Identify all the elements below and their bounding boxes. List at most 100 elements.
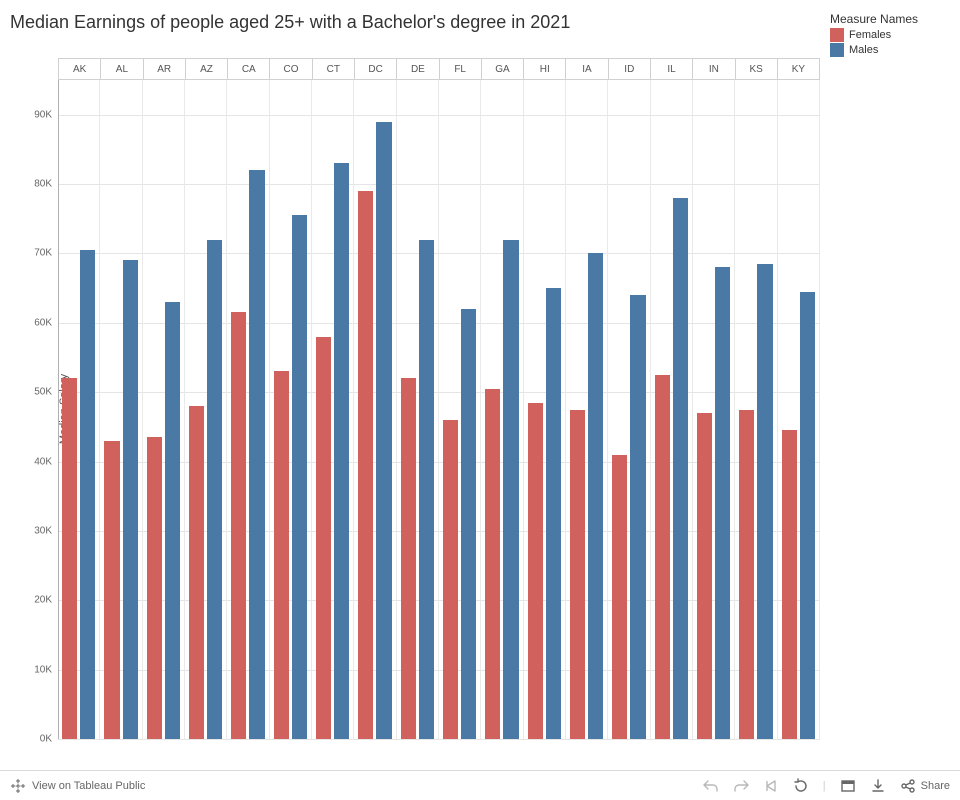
x-category-label: FL xyxy=(440,59,482,79)
bar-females[interactable] xyxy=(528,403,543,739)
bar-females[interactable] xyxy=(274,371,289,739)
legend-item[interactable]: Females xyxy=(830,28,950,42)
bar-females[interactable] xyxy=(782,430,797,739)
undo-icon xyxy=(703,778,719,794)
download-button[interactable] xyxy=(870,778,886,794)
state-column xyxy=(354,80,396,739)
state-column xyxy=(481,80,523,739)
bar-females[interactable] xyxy=(401,378,416,739)
bar-females[interactable] xyxy=(316,337,331,739)
bar-females[interactable] xyxy=(739,410,754,740)
state-column xyxy=(312,80,354,739)
bar-females[interactable] xyxy=(612,455,627,739)
bar-females[interactable] xyxy=(697,413,712,739)
x-category-label: GA xyxy=(482,59,524,79)
chart-area: Median Earnings of people aged 25+ with … xyxy=(0,0,960,770)
y-tick-label: 30K xyxy=(16,525,52,536)
y-tick-label: 50K xyxy=(16,387,52,398)
x-category-label: DE xyxy=(397,59,439,79)
y-tick-label: 0K xyxy=(16,734,52,745)
bar-males[interactable] xyxy=(503,240,518,739)
bar-females[interactable] xyxy=(231,312,246,739)
state-column xyxy=(185,80,227,739)
x-category-label: DC xyxy=(355,59,397,79)
view-on-tableau-label: View on Tableau Public xyxy=(32,780,145,792)
gridline xyxy=(58,739,820,740)
bar-males[interactable] xyxy=(80,250,95,739)
y-tick-label: 60K xyxy=(16,317,52,328)
state-column xyxy=(227,80,269,739)
replay-icon xyxy=(763,778,779,794)
x-category-label: CT xyxy=(313,59,355,79)
state-column xyxy=(397,80,439,739)
x-category-label: IL xyxy=(651,59,693,79)
bar-males[interactable] xyxy=(673,198,688,739)
x-category-label: IN xyxy=(693,59,735,79)
bar-males[interactable] xyxy=(588,253,603,739)
x-axis-header: AKALARAZCACOCTDCDEFLGAHIIAIDILINKSKY xyxy=(58,58,820,80)
bar-males[interactable] xyxy=(800,292,815,739)
reset-button[interactable] xyxy=(793,778,809,794)
redo-button[interactable] xyxy=(733,778,749,794)
undo-button[interactable] xyxy=(703,778,719,794)
x-category-label: AK xyxy=(58,59,101,79)
download-icon xyxy=(870,778,886,794)
replay-button[interactable] xyxy=(763,778,779,794)
bar-males[interactable] xyxy=(419,240,434,739)
bar-males[interactable] xyxy=(757,264,772,739)
bar-males[interactable] xyxy=(207,240,222,739)
chart-title: Median Earnings of people aged 25+ with … xyxy=(10,12,822,33)
bar-females[interactable] xyxy=(189,406,204,739)
state-column xyxy=(100,80,142,739)
x-category-label: AR xyxy=(144,59,186,79)
y-tick-label: 40K xyxy=(16,456,52,467)
bar-males[interactable] xyxy=(461,309,476,739)
state-column xyxy=(566,80,608,739)
bar-males[interactable] xyxy=(630,295,645,739)
y-tick-label: 10K xyxy=(16,664,52,675)
bar-females[interactable] xyxy=(485,389,500,739)
state-column xyxy=(735,80,777,739)
y-tick-label: 90K xyxy=(16,109,52,120)
x-category-label: KY xyxy=(778,59,820,79)
bar-males[interactable] xyxy=(715,267,730,739)
x-category-label: KS xyxy=(736,59,778,79)
legend-item[interactable]: Males xyxy=(830,43,950,57)
bar-males[interactable] xyxy=(334,163,349,739)
x-category-label: IA xyxy=(566,59,608,79)
y-axis-ticks: 0K10K20K30K40K50K60K70K80K90K xyxy=(16,80,52,739)
plot-body: 0K10K20K30K40K50K60K70K80K90K xyxy=(58,80,820,740)
bar-females[interactable] xyxy=(443,420,458,739)
redo-icon xyxy=(733,778,749,794)
bar-males[interactable] xyxy=(376,122,391,739)
share-label: Share xyxy=(921,780,950,792)
legend-title: Measure Names xyxy=(830,12,950,26)
x-category-label: AL xyxy=(101,59,143,79)
legend-label: Females xyxy=(849,29,891,41)
fullscreen-button[interactable] xyxy=(840,778,856,794)
bar-males[interactable] xyxy=(123,260,138,739)
state-column xyxy=(143,80,185,739)
bar-females[interactable] xyxy=(570,410,585,740)
x-category-label: ID xyxy=(609,59,651,79)
bar-males[interactable] xyxy=(292,215,307,739)
state-column xyxy=(651,80,693,739)
toolbar: View on Tableau Public xyxy=(0,770,960,800)
share-button[interactable]: Share xyxy=(900,778,950,794)
bar-females[interactable] xyxy=(104,441,119,739)
view-on-tableau-button[interactable]: View on Tableau Public xyxy=(10,778,145,794)
x-category-label: HI xyxy=(524,59,566,79)
bar-males[interactable] xyxy=(249,170,264,739)
bar-females[interactable] xyxy=(655,375,670,739)
fullscreen-icon xyxy=(840,778,856,794)
state-column xyxy=(58,80,100,739)
bar-males[interactable] xyxy=(546,288,561,739)
y-tick-label: 20K xyxy=(16,595,52,606)
bar-females[interactable] xyxy=(62,378,77,739)
x-category-label: CA xyxy=(228,59,270,79)
bar-females[interactable] xyxy=(147,437,162,739)
bar-males[interactable] xyxy=(165,302,180,739)
bar-females[interactable] xyxy=(358,191,373,739)
y-tick-label: 70K xyxy=(16,248,52,259)
share-icon xyxy=(900,778,916,794)
